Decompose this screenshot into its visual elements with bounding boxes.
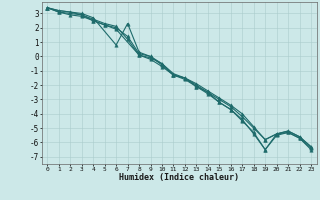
X-axis label: Humidex (Indice chaleur): Humidex (Indice chaleur) — [119, 173, 239, 182]
